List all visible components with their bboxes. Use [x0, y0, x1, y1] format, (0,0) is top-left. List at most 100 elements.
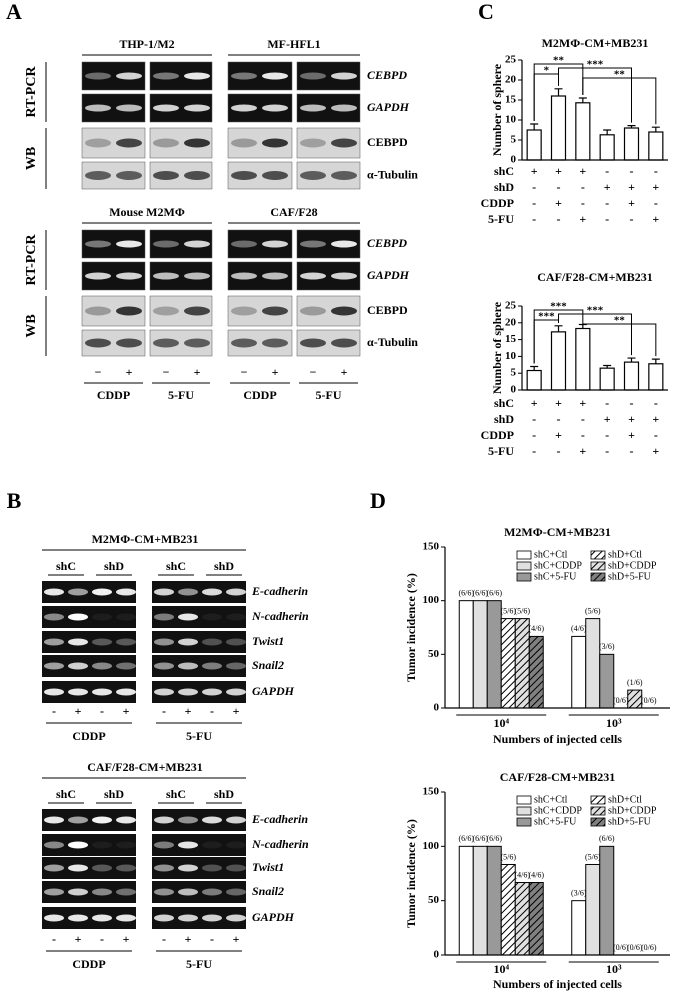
bar — [585, 618, 601, 709]
y-tick-label: 15 — [505, 94, 517, 106]
gel-band — [331, 104, 357, 112]
gel-band — [116, 613, 136, 621]
legend-label: shD+5-FU — [608, 571, 652, 582]
condition-mark: + — [652, 444, 659, 458]
gel-band — [116, 72, 142, 80]
condition-mark: - — [532, 428, 536, 442]
lane-label: + — [126, 365, 133, 379]
gene-label: Snail2 — [252, 658, 284, 672]
condition-mark: + — [628, 196, 635, 210]
value-label: (5/6) — [585, 852, 601, 861]
gel-band — [44, 613, 64, 621]
legend-swatch — [516, 806, 532, 816]
chart-title: CAF/F28-CM+MB231 — [537, 270, 652, 284]
gel-band — [116, 171, 142, 180]
gel-band — [262, 138, 288, 148]
gel-band — [226, 638, 246, 646]
gel-band — [116, 864, 136, 872]
gel-band — [178, 888, 198, 896]
condition-mark: - — [581, 196, 585, 210]
y-tick-label: 0 — [434, 702, 440, 714]
y-tick-label: 50 — [428, 894, 440, 906]
gene-label: E-cadherin — [251, 812, 308, 826]
gel-band — [300, 104, 326, 112]
bar — [571, 900, 587, 956]
gel-strip — [152, 631, 246, 653]
lane-label: + — [233, 932, 240, 946]
legend-label: shD+CDDP — [608, 805, 657, 816]
significance-label: ** — [614, 315, 626, 327]
legend-label: shD+Ctl — [608, 549, 642, 560]
value-label: (5/6) — [514, 606, 530, 615]
gel-band — [92, 588, 112, 596]
legend-label: shC+CDDP — [534, 560, 582, 571]
lane-label: + — [123, 704, 130, 718]
y-tick-label: 25 — [505, 54, 517, 66]
gel-band — [184, 72, 210, 80]
group-label: shC — [166, 559, 186, 573]
lane-label: + — [123, 932, 130, 946]
condition-mark: - — [605, 444, 609, 458]
gel-band — [331, 272, 357, 280]
x-tick-label: 10³ — [606, 716, 622, 730]
condition-mark: - — [532, 444, 536, 458]
y-tick-label: 15 — [505, 333, 517, 345]
gel-band — [178, 588, 198, 596]
gel-band — [68, 816, 88, 824]
legend-label: shD+CDDP — [608, 560, 657, 571]
gel-band — [202, 588, 222, 596]
condition-mark: + — [555, 396, 562, 410]
gel-band — [226, 588, 246, 596]
bar — [526, 369, 542, 391]
gel-band — [178, 638, 198, 646]
condition-mark: - — [581, 180, 585, 194]
x-axis-label: Numbers of injected cells — [493, 732, 622, 746]
gel-band — [68, 613, 88, 621]
condition-mark: - — [557, 180, 561, 194]
gel-band — [44, 864, 64, 872]
gel-strip — [42, 631, 136, 653]
value-label: (4/6) — [528, 870, 544, 879]
gel-band — [231, 306, 257, 316]
value-label: (6/6) — [458, 834, 474, 843]
group-label: shD — [214, 559, 234, 573]
legend-swatch — [590, 817, 606, 827]
lane-label: - — [162, 932, 166, 946]
bar — [472, 600, 488, 709]
error-bar — [554, 88, 563, 96]
treatment-label: 5-FU — [186, 729, 212, 743]
y-axis-label: Number of sphere — [490, 301, 504, 394]
gel-band — [154, 864, 174, 872]
gel-band — [68, 864, 88, 872]
condition-mark: - — [630, 444, 634, 458]
bar — [550, 95, 567, 161]
bar — [599, 653, 615, 709]
condition-mark: + — [652, 412, 659, 426]
value-label: (0/6) — [627, 943, 643, 952]
gel-band — [92, 613, 112, 621]
gel-strip — [152, 606, 246, 628]
gel-band — [92, 816, 112, 824]
gel-band — [68, 662, 88, 670]
significance-label: *** — [550, 301, 567, 313]
gel-band — [44, 816, 64, 824]
y-axis-label: Tumor incidence (%) — [404, 573, 418, 682]
gel-band — [85, 72, 111, 80]
method-label: WB — [24, 314, 39, 337]
bar — [623, 127, 640, 161]
condition-mark: + — [555, 428, 562, 442]
legend-swatch — [516, 561, 532, 571]
bar — [648, 131, 664, 161]
method-label: RT-PCR — [24, 66, 39, 118]
gel-band — [231, 104, 257, 112]
significance-label: *** — [587, 59, 604, 71]
gel-band — [116, 104, 142, 112]
x-tick-label: 10⁴ — [493, 716, 509, 730]
condition-mark: - — [581, 428, 585, 442]
gel-band — [116, 816, 136, 824]
lane-label: - — [52, 704, 56, 718]
gel-band — [262, 338, 288, 348]
gel-band — [202, 688, 222, 696]
